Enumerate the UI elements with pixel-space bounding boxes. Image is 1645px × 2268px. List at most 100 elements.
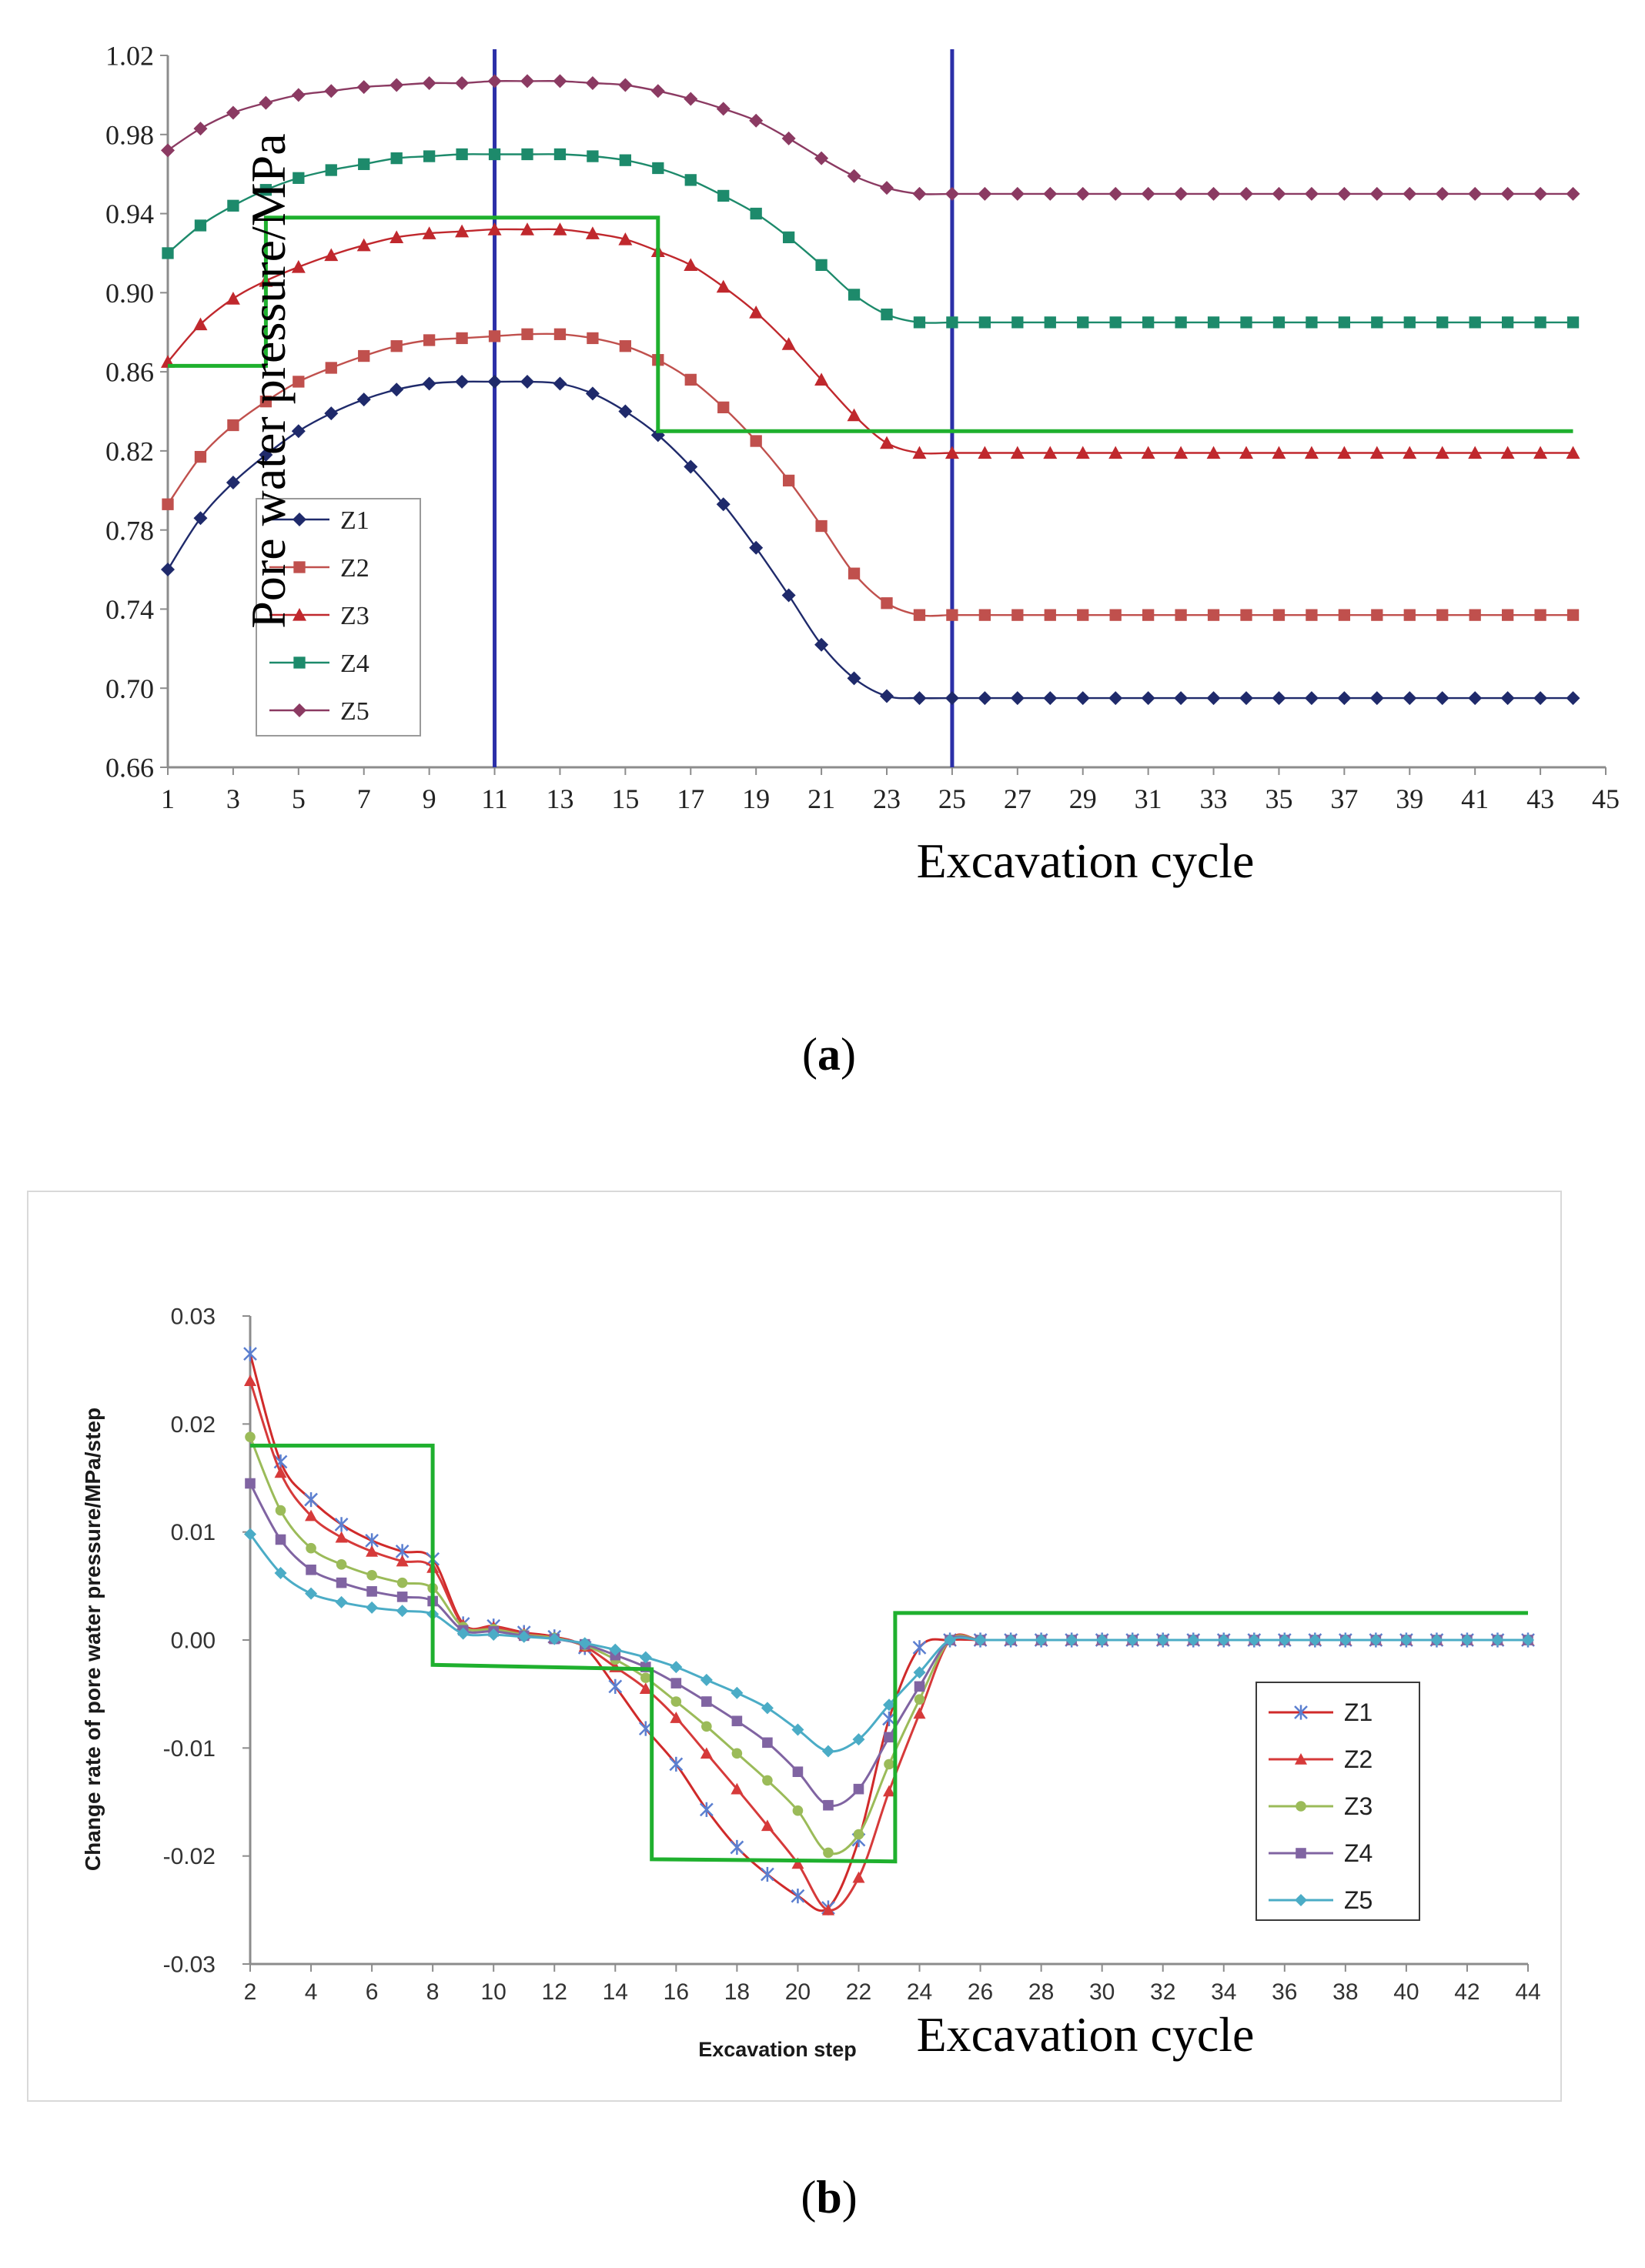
data-point-Z2 <box>1501 609 1514 621</box>
y-tick-label: 0.94 <box>105 199 154 229</box>
data-point-Z5 <box>1403 186 1417 201</box>
x-tick-label: 42 <box>1454 1979 1479 2005</box>
data-point-Z2 <box>852 1871 865 1883</box>
x-tick-label: 41 <box>1461 783 1489 814</box>
data-point-Z2 <box>423 334 436 346</box>
data-point-Z3 <box>275 1505 286 1516</box>
data-point-Z3 <box>324 248 339 262</box>
data-point-Z4 <box>1077 316 1089 329</box>
legend-item-Z3: Z3 <box>269 602 369 630</box>
legend-marker-Z1 <box>1294 1705 1308 1720</box>
data-point-Z3 <box>356 238 371 252</box>
data-point-Z4 <box>194 219 207 232</box>
data-point-Z1 <box>455 374 470 389</box>
chart-b-xlabel: Excavation step <box>698 2038 857 2061</box>
data-point-Z2 <box>1338 609 1351 621</box>
data-point-Z2 <box>978 609 991 621</box>
x-tick-label: 8 <box>426 1979 440 2005</box>
data-point-Z1 <box>791 1888 805 1904</box>
chart-a-series <box>161 74 1580 706</box>
legend-item-Z1: Z1 <box>269 506 369 535</box>
data-point-Z5 <box>356 80 371 95</box>
data-point-Z1 <box>304 1491 318 1508</box>
x-tick-label: 39 <box>1396 783 1423 814</box>
data-point-Z5 <box>396 1605 409 1618</box>
x-tick-label: 22 <box>846 1979 871 2005</box>
x-tick-label: 45 <box>1592 783 1620 814</box>
data-point-Z2 <box>913 1707 926 1719</box>
data-point-Z4 <box>1403 316 1416 329</box>
data-point-Z5 <box>945 186 959 201</box>
y-tick-label: -0.01 <box>163 1736 216 1762</box>
chart-b-ylabel: Change rate of pore water pressure/MPa/s… <box>81 1408 105 1871</box>
data-point-Z1 <box>553 376 567 391</box>
data-point-Z2 <box>456 332 468 345</box>
x-tick-label: 38 <box>1332 1979 1358 2005</box>
data-point-Z3 <box>1010 446 1025 459</box>
legend-item-Z5: Z5 <box>269 697 369 726</box>
legend-marker-Z5 <box>293 703 306 717</box>
data-point-Z1 <box>730 1839 744 1855</box>
data-point-Z5 <box>335 1595 348 1608</box>
data-point-Z1 <box>520 374 534 389</box>
data-point-Z4 <box>587 150 599 162</box>
data-point-Z5 <box>1035 1634 1048 1646</box>
data-point-Z1 <box>749 540 764 555</box>
caption-b: (b) <box>801 2172 857 2223</box>
data-point-Z3 <box>1403 446 1417 459</box>
data-point-Z4 <box>1306 316 1318 329</box>
data-point-Z3 <box>880 436 894 449</box>
series-Z1 <box>161 374 1580 706</box>
data-point-Z1 <box>161 563 175 577</box>
data-point-Z1 <box>608 1678 623 1694</box>
chart-b-legend-box <box>1255 1682 1420 1921</box>
data-point-Z2 <box>335 1531 348 1543</box>
data-point-Z5 <box>761 1702 774 1715</box>
data-point-Z5 <box>1337 186 1352 201</box>
data-point-Z4 <box>782 231 795 244</box>
data-point-Z5 <box>731 1686 744 1699</box>
data-point-Z3 <box>422 226 436 239</box>
data-point-Z1 <box>1174 691 1189 706</box>
x-tick-label: 15 <box>611 783 639 814</box>
chart-b-xlabel-overlay: Excavation cycle <box>917 2007 1255 2062</box>
legend-label: Z2 <box>1344 1745 1373 1773</box>
x-tick-label: 16 <box>664 1979 689 2005</box>
data-point-Z1 <box>847 671 861 686</box>
data-point-Z5 <box>1043 186 1058 201</box>
data-point-Z1 <box>618 404 633 419</box>
data-point-Z2 <box>1272 609 1286 621</box>
data-point-Z4 <box>488 148 501 161</box>
data-point-Z3 <box>193 317 208 331</box>
data-point-Z3 <box>585 226 600 239</box>
data-point-Z5 <box>883 1698 895 1712</box>
data-point-Z3 <box>716 279 731 293</box>
legend-label: Z4 <box>340 650 369 678</box>
data-point-Z2 <box>390 340 403 352</box>
data-point-Z5 <box>517 1630 530 1643</box>
data-point-Z2 <box>1011 609 1024 621</box>
x-tick-label: 27 <box>1004 783 1031 814</box>
data-point-Z3 <box>731 1748 743 1759</box>
legend-marker-Z2 <box>293 561 306 573</box>
data-point-Z5 <box>639 1651 652 1664</box>
data-point-Z5 <box>244 1528 256 1541</box>
data-point-Z2 <box>244 1374 256 1386</box>
chart-a-vertical-lines <box>493 49 955 767</box>
x-tick-label: 17 <box>677 783 704 814</box>
data-point-Z5 <box>821 1745 834 1758</box>
caption-a-label: a <box>817 1029 841 1080</box>
data-point-Z5 <box>487 1628 500 1641</box>
data-point-Z2 <box>396 1555 409 1567</box>
data-point-Z5 <box>670 1661 683 1674</box>
data-point-Z5 <box>912 186 927 201</box>
x-tick-label: 25 <box>938 783 966 814</box>
data-point-Z2 <box>1566 609 1580 621</box>
caption-a: (a) <box>802 1029 856 1080</box>
x-tick-label: 36 <box>1272 1979 1297 2005</box>
x-tick-label: 35 <box>1265 783 1292 814</box>
data-point-Z1 <box>334 1517 349 1532</box>
data-point-Z5 <box>291 88 306 102</box>
data-point-Z3 <box>1174 446 1189 459</box>
